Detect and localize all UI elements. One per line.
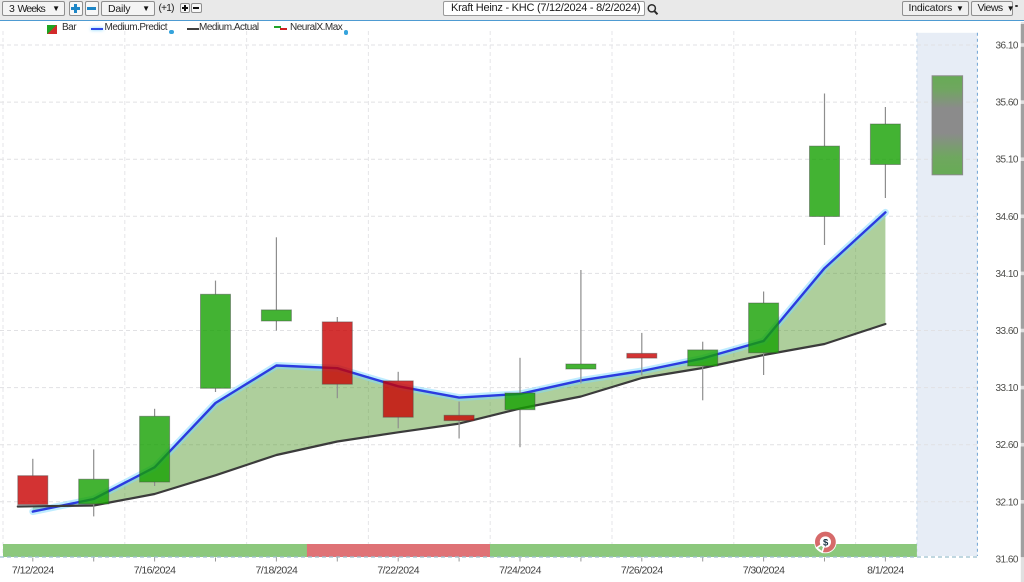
svg-text:35.60: 35.60 [995,98,1018,109]
svg-text:32.10: 32.10 [995,497,1018,508]
svg-text:33.60: 33.60 [995,326,1018,337]
svg-text:34.60: 34.60 [995,212,1018,223]
svg-text:31.60: 31.60 [995,554,1018,565]
svg-text:8/1/2024: 8/1/2024 [867,565,904,577]
svg-text:33.10: 33.10 [995,383,1018,394]
svg-text:32.60: 32.60 [995,440,1018,451]
svg-text:7/22/2024: 7/22/2024 [377,565,419,577]
svg-text:7/16/2024: 7/16/2024 [134,565,176,577]
svg-text:34.10: 34.10 [995,269,1018,280]
svg-text:7/18/2024: 7/18/2024 [256,565,298,577]
svg-text:$: $ [823,537,829,548]
svg-text:7/30/2024: 7/30/2024 [743,565,785,577]
svg-text:36.10: 36.10 [995,41,1018,52]
svg-text:35.10: 35.10 [995,155,1018,166]
svg-text:7/24/2024: 7/24/2024 [499,565,541,577]
svg-text:7/12/2024: 7/12/2024 [12,565,54,577]
svg-text:7/26/2024: 7/26/2024 [621,565,663,577]
